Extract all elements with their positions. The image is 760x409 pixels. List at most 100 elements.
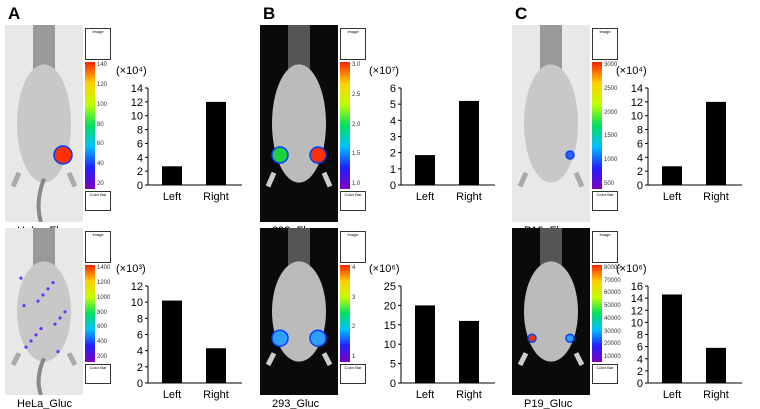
- mouse-head: [288, 228, 310, 270]
- signal-spot: [41, 293, 45, 297]
- bar-right: [706, 101, 726, 185]
- y-tick-label: 10: [631, 111, 643, 123]
- signal-spot: [565, 150, 575, 160]
- panel-letter-A: A: [8, 4, 21, 23]
- colorbar-info-box: Image: [85, 28, 111, 60]
- mouse-image: [512, 228, 590, 395]
- colorbar-tick-label: 1: [352, 354, 356, 360]
- panel-letter-B: B: [263, 4, 276, 23]
- y-tick-label: 15: [384, 320, 396, 332]
- mouse-legs: [265, 352, 333, 367]
- colorbar-info-box: Image: [340, 28, 366, 60]
- signal-spot: [527, 333, 537, 343]
- y-tick-label: 12: [631, 305, 643, 317]
- signal-spot: [46, 287, 50, 291]
- y-tick-label: 4: [137, 346, 143, 358]
- colorbar-tick-label: 80: [97, 121, 104, 128]
- y-tick-label: 6: [390, 83, 396, 95]
- y-tick-label: 4: [390, 115, 396, 127]
- colorbar-tick-label: 1000: [604, 157, 618, 164]
- y-tick-label: 0: [137, 180, 143, 192]
- x-tick-label: Right: [203, 389, 229, 401]
- mouse-image: [5, 25, 83, 222]
- bar-chart: (×10³) 0 2 4 6 8 10 12 Left Right: [116, 263, 242, 401]
- signal-spot: [29, 339, 33, 343]
- y-tick-label: 6: [637, 138, 643, 150]
- colorbar-info-box: Color Bar: [340, 364, 366, 384]
- panel-letter-C: C: [515, 4, 528, 23]
- colorbar-tick-label: 500: [604, 181, 615, 187]
- y-tick-label: 8: [637, 330, 643, 342]
- signal-spot: [53, 322, 57, 326]
- mouse-image: [260, 25, 338, 222]
- y-tick-label: 14: [631, 293, 643, 305]
- y-tick-label: 8: [137, 125, 143, 137]
- colorbar-tick-label: 4: [352, 265, 356, 271]
- mouse-legs: [10, 171, 78, 188]
- bar-right: [459, 100, 479, 185]
- mouse-body: [272, 64, 326, 183]
- y-tick-label: 20: [384, 300, 396, 312]
- colorbar-tick-label: 3.0: [352, 62, 361, 68]
- y-tick-label: 1: [390, 164, 396, 176]
- signal-spot: [309, 146, 327, 164]
- colorbar-tick-label: 3: [352, 294, 356, 301]
- axis-multiplier-label: (×10³): [116, 263, 146, 275]
- colorbar-tick-label: 400: [97, 339, 108, 346]
- colorbar-tick-label: 50000: [604, 303, 621, 310]
- x-tick-label: Left: [163, 389, 181, 401]
- y-tick-label: 6: [137, 138, 143, 150]
- image-caption: HeLa_Gluc: [17, 398, 73, 409]
- y-tick-label: 16: [631, 281, 643, 293]
- colorbar-tick-label: 2000: [604, 109, 618, 116]
- bar-right: [459, 320, 479, 383]
- axis-multiplier-label: (×10⁶): [369, 263, 400, 275]
- bar-right: [706, 347, 726, 383]
- y-tick-label: 2: [137, 362, 143, 374]
- y-tick-label: 3: [390, 132, 396, 144]
- signal-spot: [39, 327, 43, 331]
- bar-right: [206, 348, 226, 383]
- y-tick-label: 14: [631, 83, 643, 95]
- colorbar-tick-label: 30000: [604, 328, 621, 335]
- mouse-tail: [36, 357, 46, 395]
- colorbar-tick-label: 1400: [97, 265, 111, 271]
- colorbar-tick-label: 1.0: [352, 181, 361, 187]
- signal-spot: [309, 329, 327, 347]
- colorbar-tick-label: 40: [97, 161, 104, 168]
- signal-spot: [51, 281, 55, 285]
- y-tick-label: 2: [390, 148, 396, 160]
- y-tick-label: 25: [384, 281, 396, 293]
- y-tick-label: 6: [137, 330, 143, 342]
- colorbar-info-box: Image: [340, 231, 366, 263]
- colorbar-tick-label: 800: [97, 309, 108, 316]
- mouse-head: [33, 228, 55, 270]
- y-tick-label: 12: [131, 281, 143, 293]
- mouse-head: [540, 228, 562, 270]
- signal-spot: [22, 304, 26, 308]
- signal-spot: [271, 146, 289, 164]
- signal-spot: [56, 350, 60, 354]
- x-tick-label: Right: [703, 389, 729, 401]
- colorbar-tick-label: 20: [97, 181, 104, 187]
- y-tick-label: 14: [131, 83, 143, 95]
- colorbar-tick-label: 80000: [604, 265, 621, 271]
- bar-left: [415, 305, 435, 383]
- y-tick-label: 5: [390, 99, 396, 111]
- y-tick-label: 0: [390, 180, 396, 192]
- colorbar-info-box: Color Bar: [592, 364, 618, 384]
- colorbar: [340, 265, 350, 362]
- bar-chart: (×10⁶) 0 5 10 15 20 25 Left Right: [369, 263, 495, 401]
- y-tick-label: 10: [131, 297, 143, 309]
- bar-left: [415, 155, 435, 185]
- mouse-body: [17, 261, 71, 362]
- bar-left: [162, 300, 182, 383]
- bar-left: [162, 166, 182, 185]
- colorbar-tick-label: 3000: [604, 62, 618, 68]
- image-caption: P19_Gluc: [524, 398, 573, 409]
- y-tick-label: 12: [131, 97, 143, 109]
- x-tick-label: Right: [456, 389, 482, 401]
- y-tick-label: 0: [390, 378, 396, 390]
